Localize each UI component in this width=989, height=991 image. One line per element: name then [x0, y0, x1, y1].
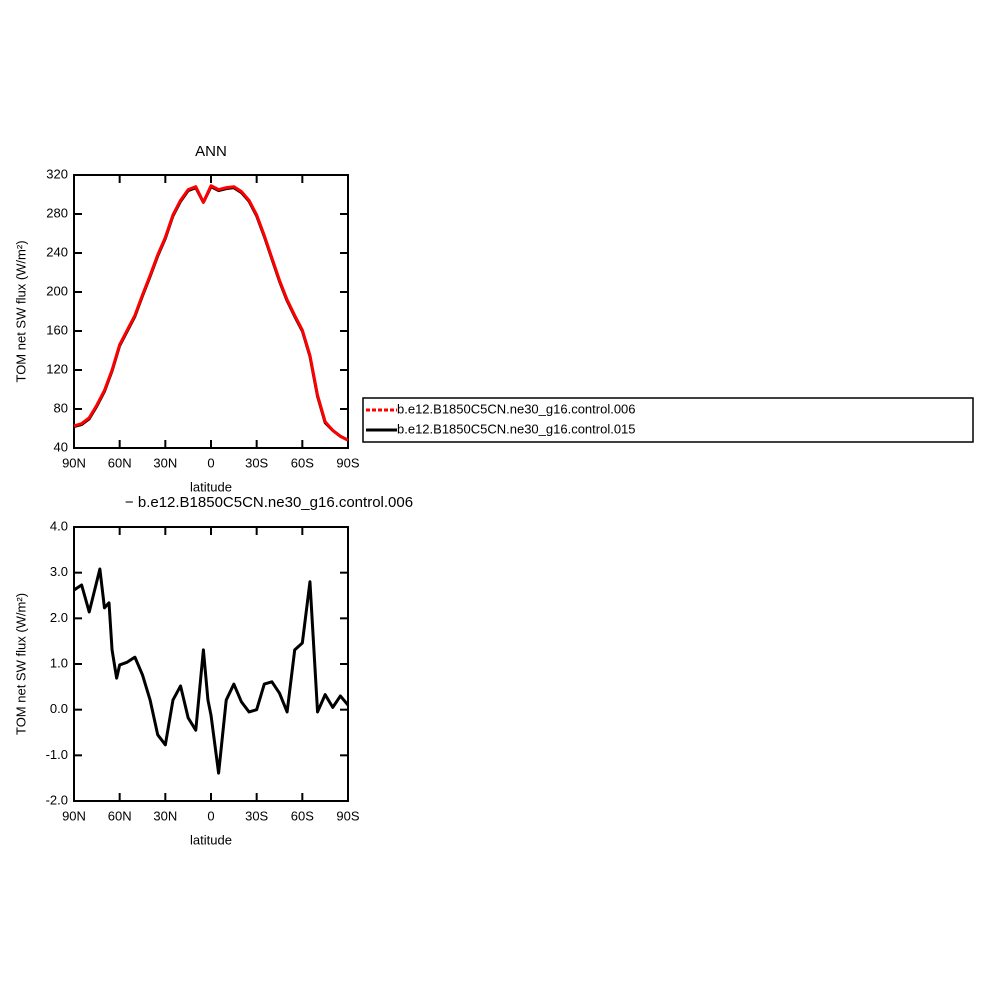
y-tick-label: 3.0 — [50, 564, 68, 579]
y-tick-label: -2.0 — [46, 792, 68, 807]
x-tick-label: 90N — [62, 808, 86, 823]
y-axis-label: TOM net SW flux (W/m²) — [13, 240, 28, 382]
x-tick-label: 60N — [108, 455, 132, 470]
y-tick-label: 1.0 — [50, 655, 68, 670]
x-axis-label: latitude — [190, 479, 232, 494]
chart-title: − b.e12.B1850C5CN.ne30_g16.control.006 — [125, 494, 413, 511]
legend-label: b.e12.B1850C5CN.ne30_g16.control.006 — [397, 401, 636, 416]
y-tick-label: 40 — [54, 439, 68, 454]
x-tick-label: 30S — [245, 808, 268, 823]
y-tick-label: 80 — [54, 400, 68, 415]
y-tick-label: 320 — [46, 166, 68, 181]
x-tick-label: 30S — [245, 455, 268, 470]
y-axis-label: TOM net SW flux (W/m²) — [13, 593, 28, 735]
x-tick-label: 30N — [153, 455, 177, 470]
y-tick-label: 0.0 — [50, 701, 68, 716]
chart-title: ANN — [195, 143, 227, 160]
x-tick-label: 90S — [336, 808, 359, 823]
y-tick-label: 200 — [46, 283, 68, 298]
y-tick-label: -1.0 — [46, 747, 68, 762]
y-tick-label: 160 — [46, 322, 68, 337]
x-tick-label: 60S — [291, 808, 314, 823]
x-tick-label: 90S — [336, 455, 359, 470]
x-tick-label: 0 — [207, 808, 214, 823]
x-tick-label: 60N — [108, 808, 132, 823]
x-axis-label: latitude — [190, 832, 232, 847]
y-tick-label: 120 — [46, 361, 68, 376]
y-tick-label: 4.0 — [50, 518, 68, 533]
x-tick-label: 30N — [153, 808, 177, 823]
y-tick-label: 240 — [46, 244, 68, 259]
plot-frame — [73, 174, 349, 449]
y-tick-label: 2.0 — [50, 610, 68, 625]
data-line — [73, 567, 350, 775]
legend-label: b.e12.B1850C5CN.ne30_g16.control.015 — [397, 421, 636, 436]
y-tick-label: 280 — [46, 205, 68, 220]
x-tick-label: 60S — [291, 455, 314, 470]
x-tick-label: 90N — [62, 455, 86, 470]
data-line — [73, 184, 349, 442]
x-tick-label: 0 — [207, 455, 214, 470]
data-line — [73, 185, 349, 442]
legend-box — [362, 397, 974, 443]
